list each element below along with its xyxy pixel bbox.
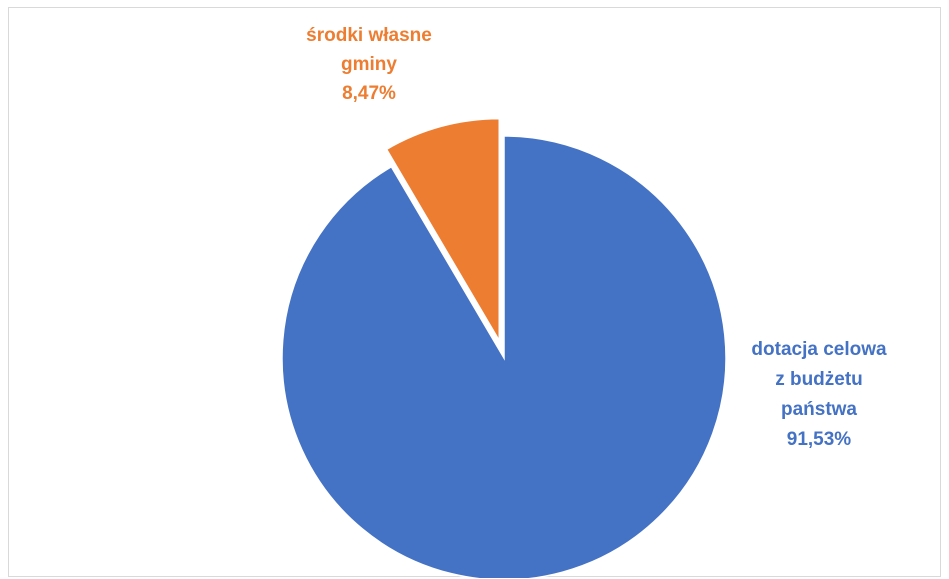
- slice-name-line: gminy: [341, 54, 397, 75]
- pie-slice-1: [281, 135, 727, 578]
- slice-value-label: 8,47%: [342, 83, 396, 104]
- chart-area: dotacja celowa z budżetu państwa 91,53% środ…: [8, 7, 941, 578]
- pie-slices: [281, 117, 727, 578]
- slice-name-line: z budżetu: [775, 369, 863, 390]
- slice-label-1: dotacja celowa z budżetu państwa 91,53%: [751, 339, 887, 450]
- slice-name-line: środki własne: [306, 25, 432, 46]
- slice-label-2: środki własne gminy 8,47%: [306, 25, 432, 104]
- slice-name-line: dotacja celowa: [751, 339, 887, 360]
- pie-labels: dotacja celowa z budżetu państwa 91,53% środ…: [306, 25, 887, 450]
- pie-chart: dotacja celowa z budżetu państwa 91,53% środ…: [281, 25, 887, 578]
- slice-value-label: 91,53%: [787, 429, 852, 450]
- pie-slice-2: [385, 117, 501, 344]
- slice-name-line: państwa: [781, 399, 857, 420]
